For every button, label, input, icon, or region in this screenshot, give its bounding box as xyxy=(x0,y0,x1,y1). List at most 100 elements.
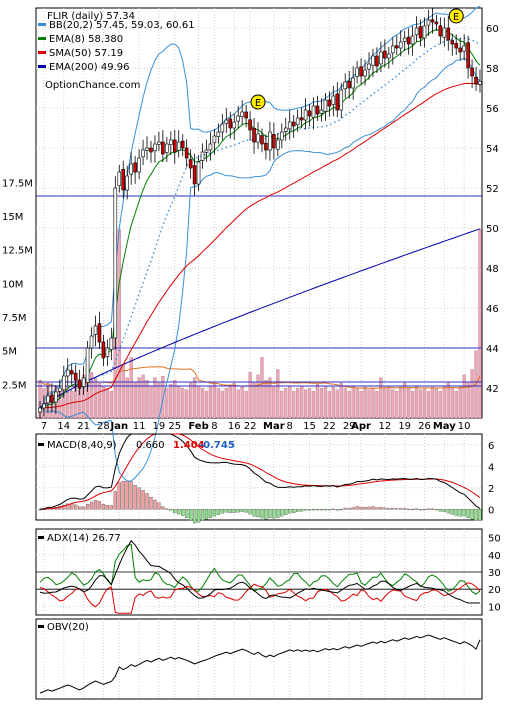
macd-histogram-bar xyxy=(145,493,149,510)
x-tick-label: 15 xyxy=(303,421,316,432)
volume-bar xyxy=(454,390,458,419)
macd-histogram-bar xyxy=(446,509,450,514)
candle-body xyxy=(391,45,395,54)
macd-histogram-bar xyxy=(335,509,339,511)
x-tick-label: Apr xyxy=(351,421,371,432)
bb-middle-line xyxy=(39,37,481,409)
candle-body xyxy=(402,37,407,42)
x-tick-label: 14 xyxy=(57,421,70,432)
volume-bar xyxy=(403,382,407,419)
volume-bar xyxy=(407,388,411,419)
macd-histogram-bar xyxy=(129,481,133,510)
candle-body xyxy=(42,403,46,409)
volume-bar xyxy=(133,382,137,419)
price-tick-label: 48 xyxy=(486,264,499,275)
macd-histogram-bar xyxy=(268,509,272,518)
candle-body xyxy=(398,41,403,49)
candle-body xyxy=(232,121,237,129)
candle-body xyxy=(161,141,165,155)
macd-histogram-bar xyxy=(311,509,316,511)
macd-histogram-bar xyxy=(66,503,70,510)
candle-body xyxy=(69,370,74,375)
candle-body xyxy=(446,27,451,41)
macd-histogram-bar xyxy=(430,508,435,510)
candle-body xyxy=(474,76,478,85)
volume-bar xyxy=(109,390,113,419)
x-tick-label: 11 xyxy=(133,421,146,432)
x-tick-label: 7 xyxy=(41,421,47,432)
x-tick-label: May xyxy=(433,421,456,432)
volume-bar xyxy=(462,374,466,419)
candle-body xyxy=(454,43,459,49)
candle-body xyxy=(351,77,355,89)
macd-histogram-bar xyxy=(375,507,379,510)
macd-histogram-bar xyxy=(351,507,355,510)
volume-bar xyxy=(395,390,399,419)
macd-histogram-bar xyxy=(399,508,403,510)
candle-body xyxy=(252,127,256,143)
volume-bar xyxy=(260,357,264,419)
candle-body xyxy=(280,131,284,141)
volume-tick-label: 7.5M xyxy=(2,313,27,324)
adx-tick-label: 50 xyxy=(488,534,501,545)
price-tick-label: 54 xyxy=(486,144,499,155)
volume-bar xyxy=(244,390,248,419)
macd-histogram-bar xyxy=(70,503,74,510)
volume-bar xyxy=(236,389,240,419)
macd-histogram-bar xyxy=(117,482,121,510)
volume-bar xyxy=(296,388,300,419)
macd-histogram-bar xyxy=(462,509,466,517)
macd-histogram-bar xyxy=(407,508,411,511)
volume-bar xyxy=(181,388,185,419)
x-tick-label: 19 xyxy=(153,421,166,432)
volume-bar xyxy=(200,388,205,419)
candle-body xyxy=(410,35,415,45)
macd-histogram-bar xyxy=(331,508,335,510)
volume-bar xyxy=(240,386,244,419)
candle-body xyxy=(85,347,90,383)
candle-body xyxy=(371,55,375,66)
volume-bar xyxy=(204,390,209,419)
candle-body xyxy=(220,123,225,133)
volume-bar xyxy=(339,382,343,419)
volume-bar xyxy=(196,385,201,419)
candle-body xyxy=(172,139,177,153)
symbol-title: FLIR (daily) 57.34 xyxy=(47,11,135,22)
macd-histogram-bar xyxy=(248,509,252,515)
candle-body xyxy=(129,163,133,175)
candle-body xyxy=(61,375,66,391)
macd-histogram-bar xyxy=(185,509,189,518)
volume-bar xyxy=(70,390,74,419)
x-tick-label: 8 xyxy=(287,421,293,432)
macd-histogram-bar xyxy=(137,487,141,510)
volume-bar xyxy=(307,388,312,419)
candle-body xyxy=(101,341,106,359)
candle-body xyxy=(438,25,443,37)
candle-body xyxy=(299,117,304,121)
macd-histogram-bar xyxy=(458,509,462,517)
volume-bar xyxy=(188,382,193,419)
candle-body xyxy=(256,133,260,143)
candle-body xyxy=(176,141,181,151)
candle-body xyxy=(442,27,447,38)
candle-body xyxy=(291,121,296,127)
macd-value: 0.660 xyxy=(136,440,165,451)
macd-histogram-bar xyxy=(284,509,288,515)
ema200-line xyxy=(39,228,481,409)
macd-histogram-bar xyxy=(371,506,375,510)
adx-title: ADX(14) 26.77 xyxy=(47,533,121,544)
volume-bar xyxy=(359,390,363,419)
volume-bar xyxy=(252,382,256,419)
candle-body xyxy=(113,187,118,339)
candle-body xyxy=(414,27,419,36)
volume-bar xyxy=(66,386,70,419)
candle-body xyxy=(470,67,474,77)
volume-bar xyxy=(177,385,181,419)
candle-body xyxy=(153,143,157,152)
macd-histogram-bar xyxy=(442,509,446,512)
candle-body xyxy=(137,157,141,173)
x-tick-label: Mar xyxy=(263,421,285,432)
volume-bar xyxy=(173,380,177,419)
macd-histogram-bar xyxy=(387,508,391,510)
